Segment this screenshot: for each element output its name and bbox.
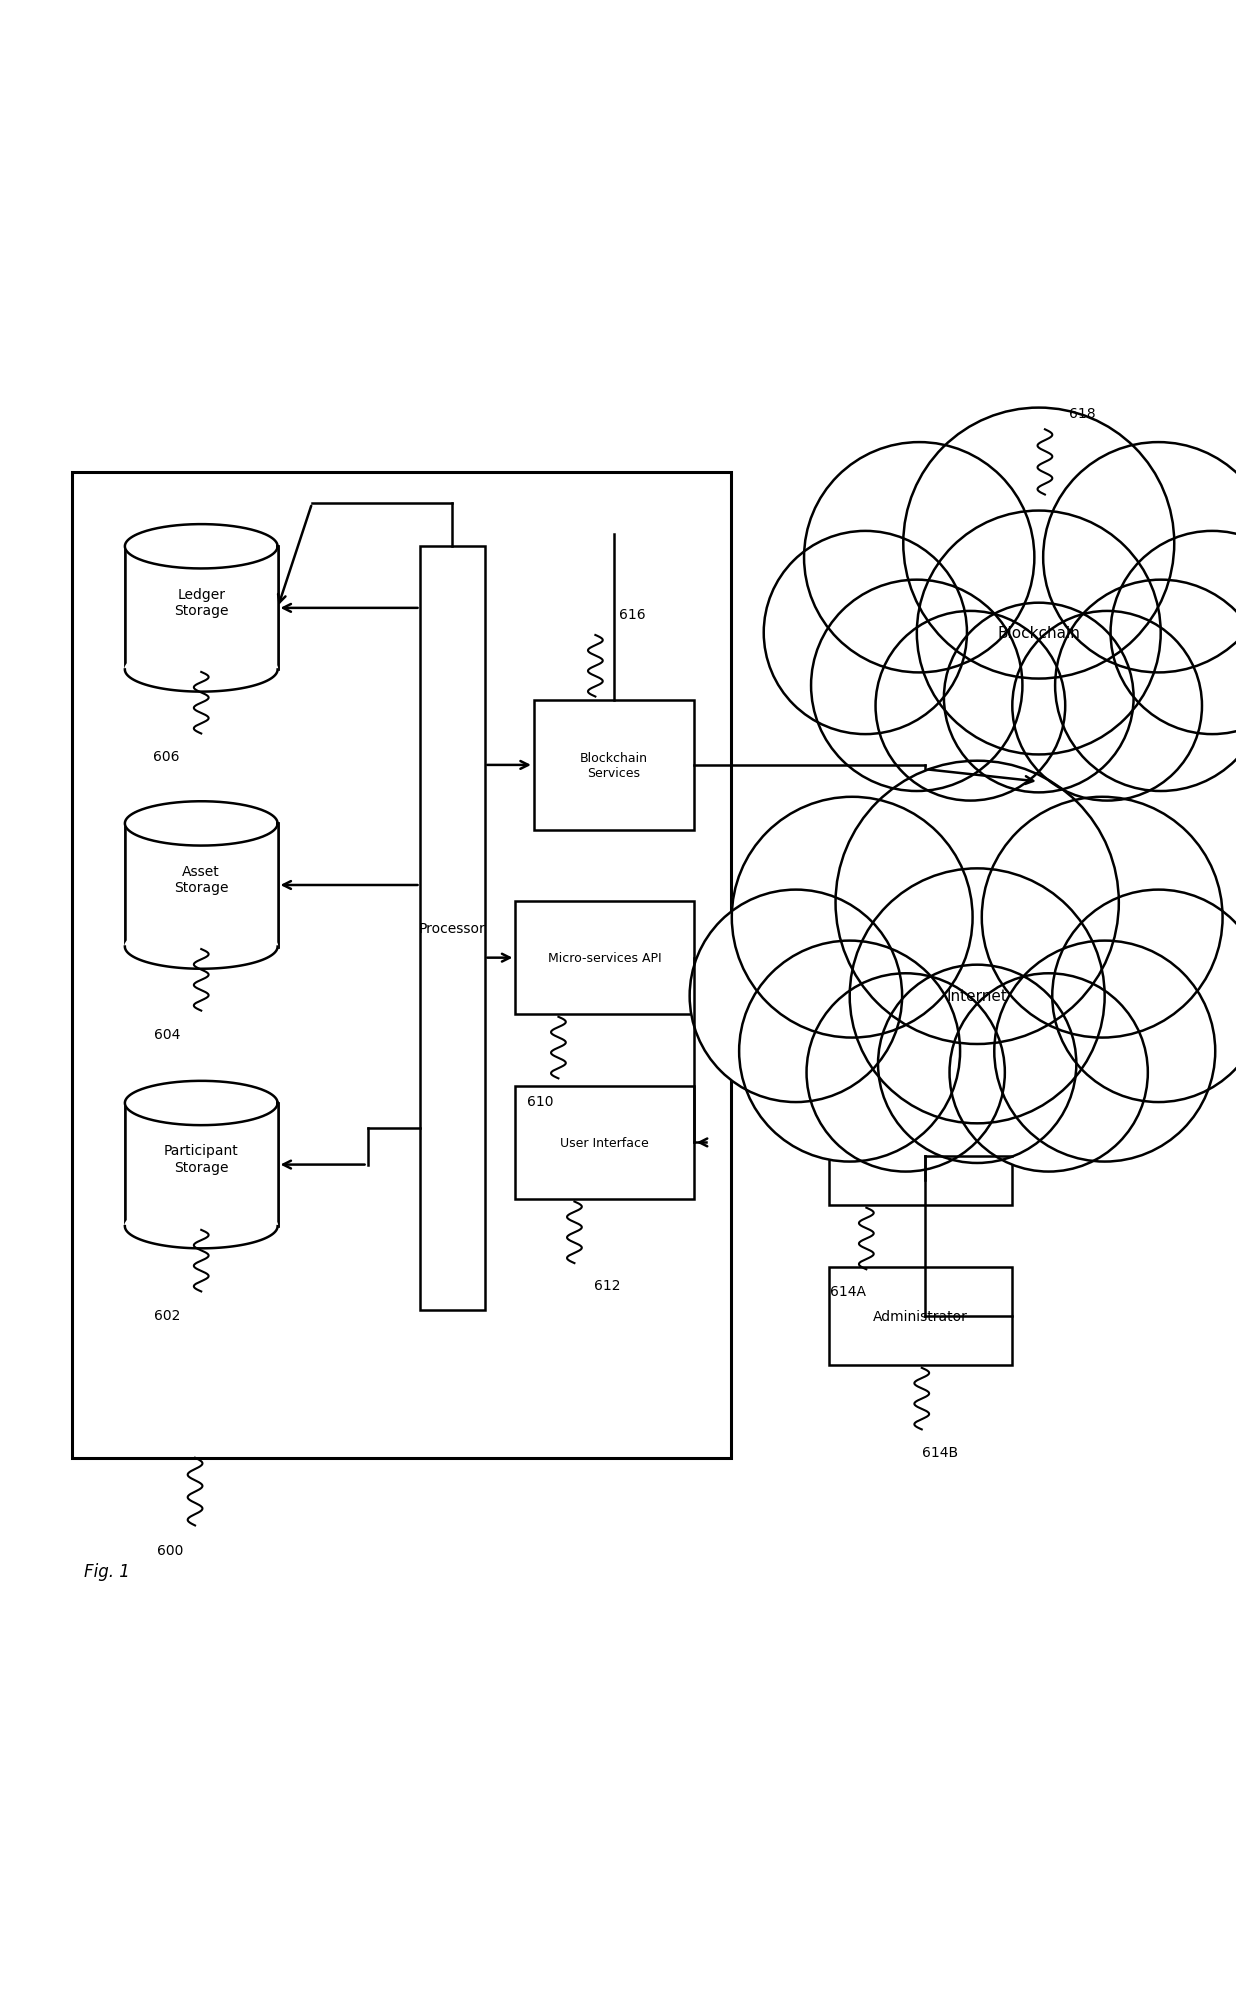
Polygon shape bbox=[125, 1103, 278, 1227]
Circle shape bbox=[1012, 612, 1202, 802]
FancyBboxPatch shape bbox=[420, 547, 485, 1309]
FancyBboxPatch shape bbox=[830, 1107, 1012, 1205]
Text: 602: 602 bbox=[154, 1307, 180, 1321]
FancyBboxPatch shape bbox=[72, 473, 730, 1458]
Text: 606: 606 bbox=[154, 750, 180, 764]
Circle shape bbox=[811, 579, 1023, 792]
Text: 600: 600 bbox=[157, 1544, 184, 1558]
Text: Blockchain: Blockchain bbox=[997, 626, 1080, 642]
Polygon shape bbox=[125, 525, 278, 569]
Circle shape bbox=[1053, 890, 1240, 1103]
Circle shape bbox=[878, 964, 1076, 1163]
Circle shape bbox=[732, 798, 972, 1039]
Text: 614A: 614A bbox=[830, 1285, 866, 1299]
Circle shape bbox=[836, 762, 1118, 1045]
Text: Participant
Storage: Participant Storage bbox=[164, 1143, 238, 1175]
FancyBboxPatch shape bbox=[516, 902, 694, 1015]
Circle shape bbox=[916, 511, 1161, 756]
Circle shape bbox=[1043, 443, 1240, 674]
FancyBboxPatch shape bbox=[533, 702, 694, 830]
Circle shape bbox=[994, 940, 1215, 1163]
Text: Processor: Processor bbox=[419, 922, 486, 936]
Circle shape bbox=[903, 409, 1174, 680]
Circle shape bbox=[806, 974, 1004, 1173]
FancyBboxPatch shape bbox=[516, 1087, 694, 1199]
Polygon shape bbox=[125, 824, 278, 946]
Circle shape bbox=[1055, 579, 1240, 792]
Text: User Interface: User Interface bbox=[560, 1137, 649, 1149]
Circle shape bbox=[739, 940, 960, 1163]
Circle shape bbox=[875, 612, 1065, 802]
Text: Ledger
Storage: Ledger Storage bbox=[174, 587, 228, 618]
Text: Administrator: Administrator bbox=[873, 1309, 968, 1323]
Text: 614B: 614B bbox=[923, 1446, 959, 1460]
Text: 610: 610 bbox=[527, 1095, 553, 1109]
Text: Blockchain
Services: Blockchain Services bbox=[580, 752, 647, 780]
Text: 616: 616 bbox=[619, 608, 646, 622]
Polygon shape bbox=[125, 802, 278, 846]
Text: 612: 612 bbox=[594, 1279, 621, 1293]
Circle shape bbox=[1111, 531, 1240, 734]
Text: Asset
Storage: Asset Storage bbox=[174, 864, 228, 894]
Text: Internet: Internet bbox=[947, 988, 1008, 1005]
Circle shape bbox=[764, 531, 967, 734]
Polygon shape bbox=[125, 1205, 278, 1249]
Polygon shape bbox=[125, 1081, 278, 1125]
Text: Micro-services API: Micro-services API bbox=[548, 952, 661, 964]
Circle shape bbox=[804, 443, 1034, 674]
Circle shape bbox=[689, 890, 903, 1103]
Circle shape bbox=[950, 974, 1148, 1173]
Circle shape bbox=[849, 868, 1105, 1123]
Text: 604: 604 bbox=[154, 1027, 180, 1041]
Circle shape bbox=[944, 604, 1133, 792]
Circle shape bbox=[982, 798, 1223, 1039]
Text: User Device: User Device bbox=[879, 1149, 962, 1163]
FancyBboxPatch shape bbox=[830, 1267, 1012, 1365]
Polygon shape bbox=[125, 648, 278, 692]
Text: Fig. 1: Fig. 1 bbox=[84, 1562, 130, 1580]
Polygon shape bbox=[125, 924, 278, 968]
Polygon shape bbox=[125, 547, 278, 670]
Text: 618: 618 bbox=[1069, 407, 1095, 421]
